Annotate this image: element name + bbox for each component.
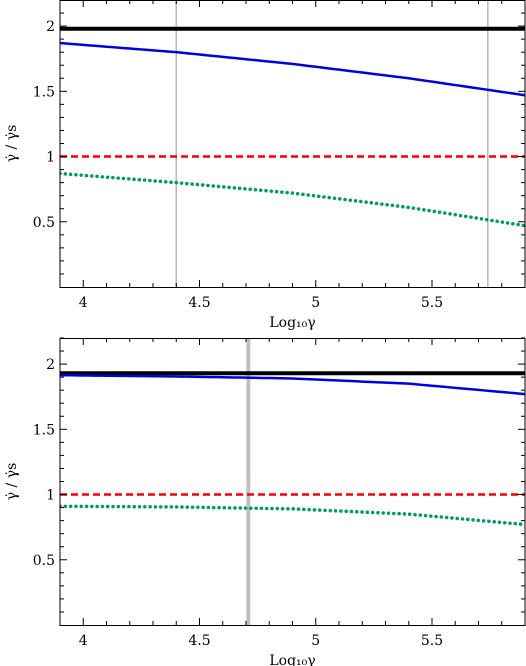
- y-tick-label: 0.5: [33, 215, 55, 231]
- y-tick-label: 1.5: [33, 84, 55, 100]
- plot-area: [60, 338, 525, 625]
- plot-frame: [59, 0, 526, 288]
- chart-panel-1: 4 4.5 5 5.5 0.5 1 1.5 2 Log₁₀γ γ̇ / γ̇s: [4, 0, 526, 331]
- series-line-2: [60, 41, 525, 97]
- y-tick-label: 1: [46, 150, 55, 166]
- x-tick-label: 4: [79, 633, 88, 649]
- plot-area: [60, 0, 525, 287]
- series-line-2: [60, 373, 525, 396]
- plot-frame: [59, 338, 526, 626]
- x-tick-label: 5.5: [421, 633, 443, 649]
- x-tick-label: 4: [79, 295, 88, 311]
- x-tick-label: 5: [311, 295, 320, 311]
- y-tick-label: 1.5: [33, 422, 55, 438]
- x-axis-label: Log₁₀γ: [269, 315, 315, 331]
- x-tick-label: 5: [311, 633, 320, 649]
- series-line-4: [60, 504, 525, 527]
- x-axis-label: Log₁₀γ: [269, 653, 315, 666]
- y-tick-label: 2: [46, 357, 55, 373]
- y-tick-label: 2: [46, 19, 55, 35]
- y-axis-label: γ̇ / γ̇s: [4, 463, 20, 501]
- y-tick-label: 0.5: [33, 553, 55, 569]
- x-tick-label: 4.5: [188, 295, 210, 311]
- x-tick-label: 4.5: [188, 633, 210, 649]
- y-tick-label: 1: [46, 488, 55, 504]
- y-axis-label: γ̇ / γ̇s: [4, 125, 20, 163]
- x-tick-label: 5.5: [421, 295, 443, 311]
- series-line-4: [60, 171, 525, 228]
- chart-panel-2: 4 4.5 5 5.5 0.5 1 1.5 2 Log₁₀γ γ̇ / γ̇s: [4, 337, 526, 666]
